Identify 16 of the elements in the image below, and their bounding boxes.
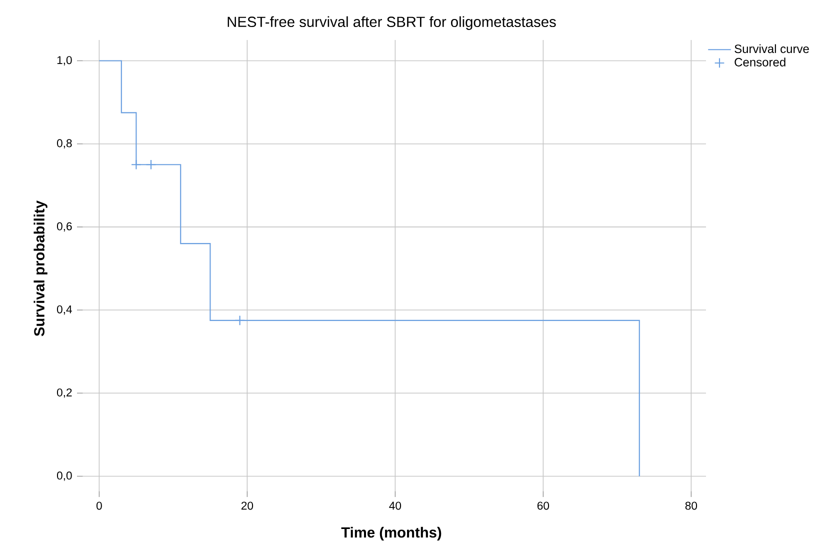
chart-title: NEST-free survival after SBRT for oligometastases [228, 16, 556, 30]
x-tick-label: 20 [241, 502, 254, 510]
legend-label: Survival curve [734, 44, 809, 54]
legend-label: Censored [734, 58, 786, 66]
y-axis-title: Survival probability [34, 200, 48, 336]
y-tick-label: 0,6 [56, 222, 72, 232]
x-tick-label: 80 [685, 502, 698, 510]
y-tick-label: 1,0 [57, 56, 72, 66]
y-tick-label: 0,0 [56, 472, 72, 481]
x-tick-label: 40 [389, 502, 402, 510]
x-tick-label: 60 [537, 502, 550, 510]
x-axis-title: Time (months) [341, 526, 442, 541]
y-tick-label: 0,4 [56, 305, 72, 315]
y-tick-label: 0,2 [56, 388, 72, 398]
y-tick-label: 0,8 [56, 139, 72, 149]
x-tick-label: 0 [96, 502, 102, 510]
